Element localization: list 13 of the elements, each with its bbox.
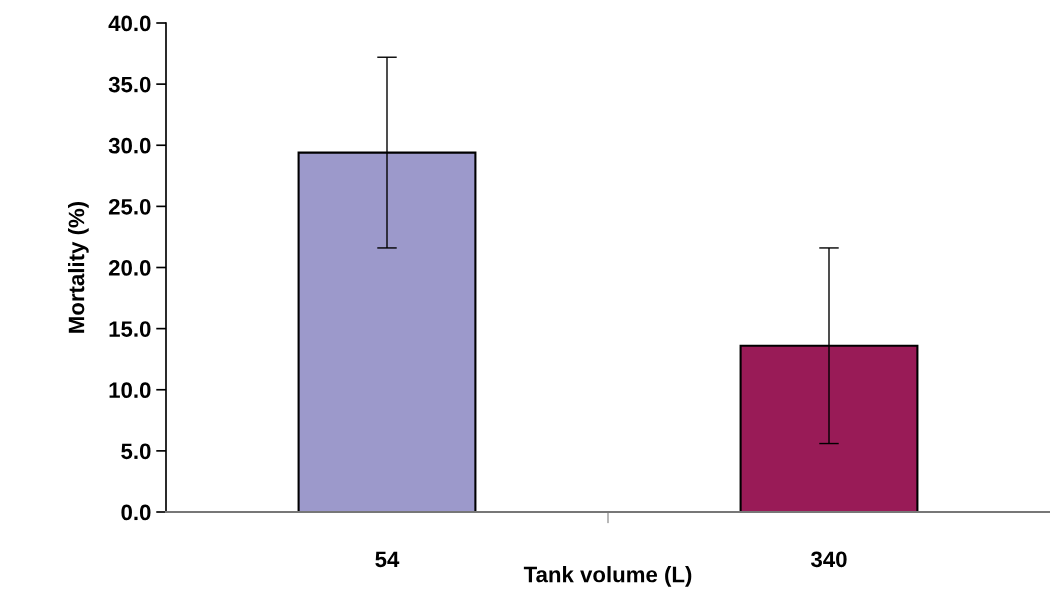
y-tick-label: 0.0 <box>121 504 151 521</box>
y-tick-label: 15.0 <box>109 321 151 337</box>
y-tick-label: 40.0 <box>108 15 151 32</box>
y-tick-label: 30.0 <box>108 137 151 154</box>
x-axis-title: Tank volume (L) <box>523 566 692 587</box>
y-tick-label: 25.0 <box>108 198 151 215</box>
x-tick-label: 340 <box>810 551 847 568</box>
y-tick-label: 20.0 <box>108 260 151 276</box>
y-axis-title: Mortality (%) <box>68 201 89 333</box>
y-tick-label: 5.0 <box>121 443 151 460</box>
y-tick-label: 10.0 <box>109 382 151 399</box>
x-tick-label: 54 <box>375 551 400 568</box>
y-tick-label: 35.0 <box>108 76 151 93</box>
